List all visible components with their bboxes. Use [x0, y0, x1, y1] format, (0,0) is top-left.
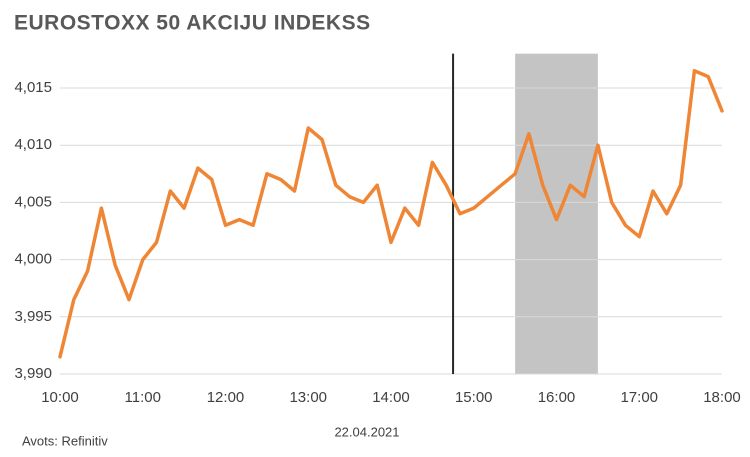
- x-axis-label: 22.04.2021: [334, 424, 399, 439]
- y-tick-label: 4,015: [14, 79, 52, 96]
- x-tick-label: 15:00: [455, 389, 493, 406]
- x-tick-label: 13:00: [289, 389, 327, 406]
- y-tick-label: 3,990: [14, 365, 52, 382]
- x-tick-label: 11:00: [125, 389, 161, 406]
- x-tick-label: 16:00: [538, 389, 576, 406]
- source: Avots: Refinitiv: [22, 433, 108, 448]
- y-tick-label: 3,995: [14, 308, 52, 325]
- x-tick-label: 12:00: [207, 389, 245, 406]
- y-tick-label: 4,000: [14, 251, 52, 268]
- y-tick-label: 4,005: [14, 193, 52, 210]
- x-tick-label: 10:00: [41, 389, 79, 406]
- x-tick-label: 17:00: [620, 389, 658, 406]
- x-tick-label: 18:00: [703, 389, 741, 406]
- shaded-range: [515, 53, 598, 375]
- y-tick-label: 4,010: [14, 136, 52, 153]
- chart-title: EUROSTOXX 50 AKCIJU INDEKSS: [14, 12, 371, 35]
- line: [58, 69, 724, 359]
- x-tick-label: 14:00: [372, 389, 410, 406]
